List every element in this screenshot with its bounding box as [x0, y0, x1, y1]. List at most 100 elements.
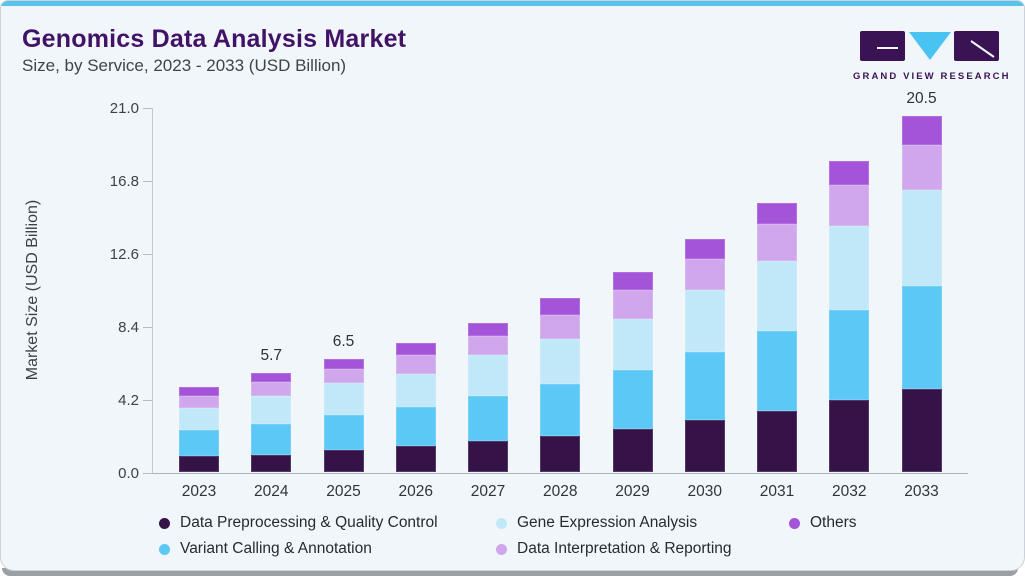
y-tick-mark [143, 400, 152, 401]
bar-segment [684, 259, 725, 291]
bar-segment [757, 261, 797, 331]
legend-label: Gene Expression Analysis [517, 514, 698, 531]
x-tick-label: 2028 [543, 483, 578, 500]
chart-subtitle: Size, by Service, 2023 - 2033 (USD Billi… [22, 56, 347, 75]
x-tick-label: 2033 [904, 483, 939, 500]
bar-segment [179, 456, 219, 472]
bar-segment [829, 160, 870, 186]
chart-title: Genomics Data Analysis Market [22, 25, 407, 53]
y-axis-line [152, 108, 153, 474]
bar-segment [540, 383, 581, 437]
bar-segment [323, 368, 364, 383]
gvr-logo-text: GRAND VIEW RESEARCH [853, 71, 1011, 82]
bar-segment [757, 223, 797, 262]
bar-segment [901, 389, 942, 472]
bar-segment [901, 115, 942, 145]
legend-label: Data Preprocessing & Quality Control [180, 514, 438, 531]
bar-2027 [468, 322, 508, 472]
bar-segment [179, 396, 219, 409]
x-tick-label: 2024 [254, 483, 289, 500]
grand-view-research-logo: GRAND VIEW RESEARCH [853, 29, 1011, 82]
y-tick-mark [143, 108, 152, 109]
bar-segment [684, 351, 725, 421]
bar-2028 [540, 298, 581, 472]
legend-label: Others [810, 514, 857, 531]
bar-value-label: 20.5 [906, 89, 937, 107]
bar-segment [540, 298, 581, 316]
y-tick-label: 16.8 [109, 173, 139, 190]
bar-segment [251, 455, 292, 472]
y-tick-label: 21.0 [109, 100, 139, 117]
x-tick-label: 2029 [615, 483, 650, 500]
bar-segment [684, 239, 725, 260]
x-tick-label: 2026 [398, 483, 433, 500]
gvr-logo-icon [860, 31, 999, 61]
bar-value-label: 6.5 [332, 333, 355, 351]
bar-segment [829, 226, 870, 310]
y-tick-mark [143, 327, 152, 328]
plot-area: Market Size (USD Billion) 0.0 4.2 8.4 12.6 1… [24, 90, 968, 500]
bar-segment [757, 410, 797, 472]
x-tick-label: 2030 [687, 483, 722, 500]
bar-segment [251, 372, 292, 383]
bar-segment [251, 382, 292, 397]
legend-dot-icon [496, 517, 507, 529]
bar-2024 [251, 372, 292, 472]
bar-segment [395, 445, 436, 472]
bar-segment [395, 374, 436, 408]
bar-segment [829, 309, 870, 400]
x-tick-label: 2031 [759, 483, 795, 500]
bar-segment [612, 429, 653, 472]
legend-dot-icon [789, 517, 800, 529]
bar-segment [251, 423, 292, 456]
legend-dot-icon [496, 543, 507, 555]
bar-segment [901, 144, 942, 191]
bar-segment [468, 441, 508, 472]
bar-segment [179, 430, 219, 457]
y-tick-mark [143, 181, 152, 182]
legend-label: Data Interpretation & Reporting [517, 540, 732, 557]
bar-2032 [829, 160, 870, 472]
legend-item: Data Interpretation & Reporting [496, 539, 732, 559]
bar-segment [540, 315, 581, 340]
bar-2029 [612, 272, 653, 472]
bar-segment [540, 339, 581, 384]
bar-2033 [901, 115, 942, 472]
bar-segment [323, 359, 364, 369]
bar-segment [323, 414, 364, 451]
bar-segment [684, 420, 725, 472]
bar-segment [684, 290, 725, 352]
bar-segment [179, 408, 219, 431]
bar-segment [612, 319, 653, 370]
legend-dot-icon [159, 517, 170, 529]
bar-segment [395, 343, 436, 356]
bar-segment [757, 202, 797, 224]
window-bottom-shadow [2, 568, 1018, 576]
top-accent-bar [1, 1, 1024, 6]
legend-item: Gene Expression Analysis [496, 513, 697, 533]
bar-value-label: 5.7 [260, 346, 283, 364]
bar-segment [323, 382, 364, 415]
bar-segment [468, 354, 508, 396]
bar-2023 [179, 386, 219, 472]
bar-segment [395, 355, 436, 375]
x-tick-label: 2032 [832, 483, 867, 500]
y-tick-label: 8.4 [118, 319, 139, 336]
bar-segment [468, 322, 508, 336]
bar-segment [829, 399, 870, 472]
bar-2031 [757, 202, 797, 472]
x-tick-label: 2025 [326, 483, 361, 500]
bar-segment [612, 369, 653, 430]
y-tick-label: 0.0 [118, 465, 139, 482]
bar-segment [179, 386, 219, 397]
legend-item: Others [789, 513, 857, 533]
bar-segment [323, 450, 364, 472]
bar-2025 [323, 359, 364, 472]
bar-segment [468, 395, 508, 442]
bar-segment [901, 285, 942, 390]
bar-segment [901, 190, 942, 286]
bar-segment [612, 290, 653, 320]
bar-segment [612, 272, 653, 291]
legend-item: Variant Calling & Annotation [159, 539, 372, 559]
